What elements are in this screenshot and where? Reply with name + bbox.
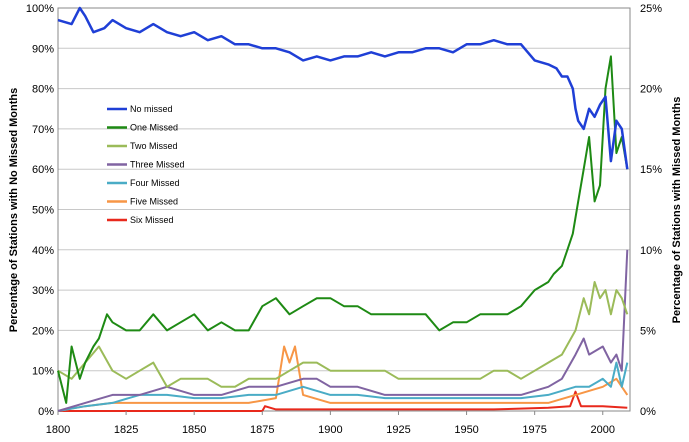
y-tick-label: 50% xyxy=(32,205,54,217)
right-axis-ticks: 0% 5% 10% 15% 20% 25% xyxy=(640,3,662,418)
x-axis-ticks: 1800 1825 1850 1875 1900 1925 1950 1975 2000 xyxy=(46,411,615,436)
x-tick-label: 2000 xyxy=(591,424,615,436)
x-tick-label: 1825 xyxy=(114,424,138,436)
y-tick-label: 30% xyxy=(32,285,54,297)
series-line-four-missed xyxy=(57,361,629,412)
y2-tick-label: 15% xyxy=(640,164,662,176)
y2-tick-label: 20% xyxy=(640,84,662,96)
series-line-one-missed xyxy=(57,55,629,404)
right-axis-title: Percentage of Stations with Missed Month… xyxy=(671,97,683,324)
y2-tick-label: 0% xyxy=(640,406,656,418)
y2-tick-label: 5% xyxy=(640,325,656,337)
y-tick-label: 0% xyxy=(38,406,54,418)
legend-label-two-missed: Two Missed xyxy=(130,141,178,151)
legend-label-four-missed: Four Missed xyxy=(130,178,180,188)
legend-label-three-missed: Three Missed xyxy=(130,160,185,170)
y-tick-label: 60% xyxy=(32,164,54,176)
legend-label-one-missed: One Missed xyxy=(130,123,178,133)
series-line-three-missed xyxy=(57,249,629,412)
x-tick-label: 1875 xyxy=(250,424,274,436)
x-tick-label: 1900 xyxy=(318,424,342,436)
y-tick-label: 40% xyxy=(32,245,54,257)
x-tick-label: 1800 xyxy=(46,424,70,436)
y-tick-label: 70% xyxy=(32,124,54,136)
series-lines xyxy=(57,6,629,412)
y-tick-label: 20% xyxy=(32,325,54,337)
y2-tick-label: 10% xyxy=(640,245,662,257)
series-line-two-missed xyxy=(57,281,629,388)
series-line-five-missed xyxy=(57,345,629,412)
y-tick-label: 80% xyxy=(32,84,54,96)
y-tick-label: 10% xyxy=(32,366,54,378)
x-tick-label: 1925 xyxy=(386,424,410,436)
x-tick-label: 1850 xyxy=(182,424,206,436)
x-tick-label: 1975 xyxy=(522,424,546,436)
y-tick-label: 90% xyxy=(32,43,54,55)
y-tick-label: 100% xyxy=(26,3,54,15)
legend-label-five-missed: Five Missed xyxy=(130,197,178,207)
gridlines xyxy=(58,7,630,412)
plot-area xyxy=(57,7,631,412)
series-line-no-missed xyxy=(57,6,629,170)
x-tick-label: 1950 xyxy=(454,424,478,436)
plot-border xyxy=(57,7,631,412)
y2-tick-label: 25% xyxy=(640,3,662,15)
left-axis-title: Percentage of Stations with No Missed Mo… xyxy=(8,88,20,332)
left-axis-ticks: 0% 10% 20% 30% 40% 50% 60% 70% 80% 90% 100% xyxy=(26,3,54,418)
legend-label-six-missed: Six Missed xyxy=(130,215,174,225)
legend: No missed One Missed Two Missed Three Misse… xyxy=(107,104,185,225)
legend-label-no-missed: No missed xyxy=(130,104,173,114)
